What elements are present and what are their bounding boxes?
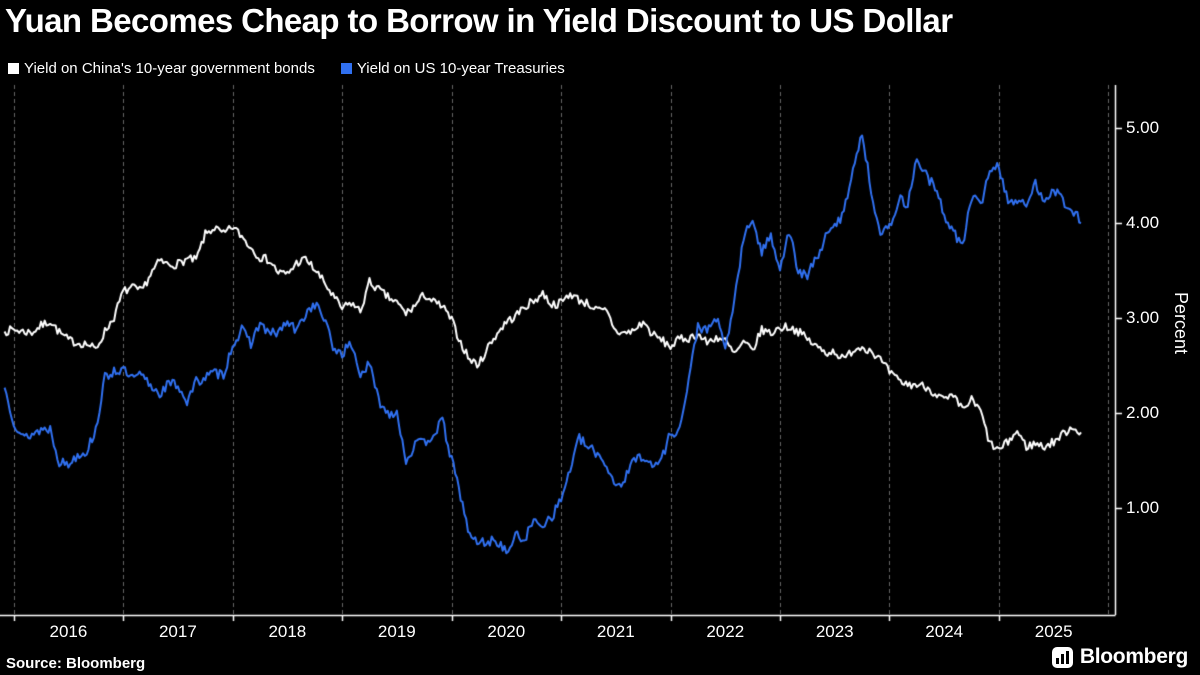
x-tick-label: 2016 <box>49 622 88 641</box>
y-tick-label: 1.00 <box>1126 498 1160 518</box>
y-tick-label: 2.00 <box>1126 403 1160 423</box>
x-tick-label: 2018 <box>268 622 307 641</box>
bloomberg-logo: Bloomberg <box>1051 645 1188 669</box>
bloomberg-logo-text: Bloomberg <box>1079 645 1188 668</box>
x-tick-label: 2021 <box>596 622 635 641</box>
x-tick-label: 2022 <box>706 622 745 641</box>
y-tick-label: 3.00 <box>1126 308 1160 328</box>
y-tick-label: 4.00 <box>1126 212 1160 232</box>
y-axis-title: Percent <box>1171 292 1191 355</box>
x-tick-label: 2024 <box>925 622 964 641</box>
x-tick-label: 2023 <box>815 622 854 641</box>
source-text: Source: Bloomberg <box>6 655 146 672</box>
x-tick-label: 2025 <box>1034 622 1073 641</box>
x-tick-label: 2020 <box>487 622 526 641</box>
x-tick-label: 2019 <box>377 622 416 641</box>
y-tick-label: 5.00 <box>1126 117 1160 137</box>
bloomberg-logo-icon <box>1051 646 1073 668</box>
x-tick-label: 2017 <box>158 622 197 641</box>
